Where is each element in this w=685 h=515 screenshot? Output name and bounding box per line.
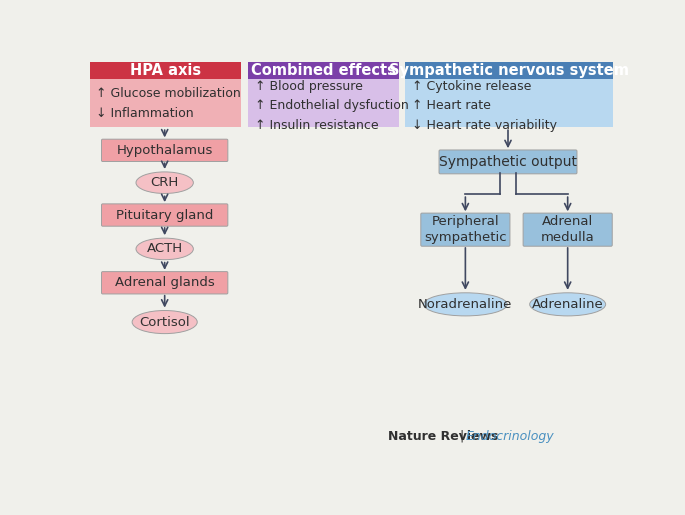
Text: Pituitary gland: Pituitary gland [116, 209, 213, 221]
FancyBboxPatch shape [405, 62, 612, 79]
FancyBboxPatch shape [523, 213, 612, 246]
FancyBboxPatch shape [101, 139, 228, 162]
FancyBboxPatch shape [247, 62, 399, 79]
Ellipse shape [423, 293, 507, 316]
FancyBboxPatch shape [421, 213, 510, 246]
FancyBboxPatch shape [247, 79, 399, 127]
Text: Nature Reviews: Nature Reviews [388, 430, 498, 443]
Ellipse shape [530, 293, 606, 316]
Text: Endocrinology: Endocrinology [466, 430, 555, 443]
Text: Peripheral
sympathetic: Peripheral sympathetic [424, 215, 507, 244]
Text: |: | [456, 430, 469, 443]
Text: ↑ Blood pressure
↑ Endothelial dysfuction
↑ Insulin resistance: ↑ Blood pressure ↑ Endothelial dysfuctio… [255, 80, 408, 132]
Text: Adrenal
medulla: Adrenal medulla [540, 215, 595, 244]
Text: Sympathetic output: Sympathetic output [439, 155, 577, 169]
Text: Adrenal glands: Adrenal glands [115, 276, 214, 289]
Text: Cortisol: Cortisol [139, 316, 190, 329]
Ellipse shape [136, 172, 193, 194]
Text: Sympathetic nervous system: Sympathetic nervous system [389, 63, 629, 78]
FancyBboxPatch shape [90, 79, 241, 127]
Text: Noradrenaline: Noradrenaline [418, 298, 512, 311]
FancyBboxPatch shape [101, 271, 228, 294]
Ellipse shape [132, 311, 197, 334]
FancyBboxPatch shape [405, 79, 612, 127]
FancyBboxPatch shape [101, 204, 228, 226]
Text: ACTH: ACTH [147, 243, 183, 255]
Text: HPA axis: HPA axis [130, 63, 201, 78]
Text: ↑ Glucose mobilization
↓ Inflammation: ↑ Glucose mobilization ↓ Inflammation [97, 87, 241, 119]
Text: CRH: CRH [151, 176, 179, 189]
FancyBboxPatch shape [90, 62, 241, 79]
Text: Hypothalamus: Hypothalamus [116, 144, 213, 157]
Text: Combined effects: Combined effects [251, 63, 396, 78]
Ellipse shape [136, 238, 193, 260]
Text: ↑ Cytokine release
↑ Heart rate
↓ Heart rate variability: ↑ Cytokine release ↑ Heart rate ↓ Heart … [412, 80, 557, 132]
FancyBboxPatch shape [439, 150, 577, 174]
Text: Adrenaline: Adrenaline [532, 298, 603, 311]
